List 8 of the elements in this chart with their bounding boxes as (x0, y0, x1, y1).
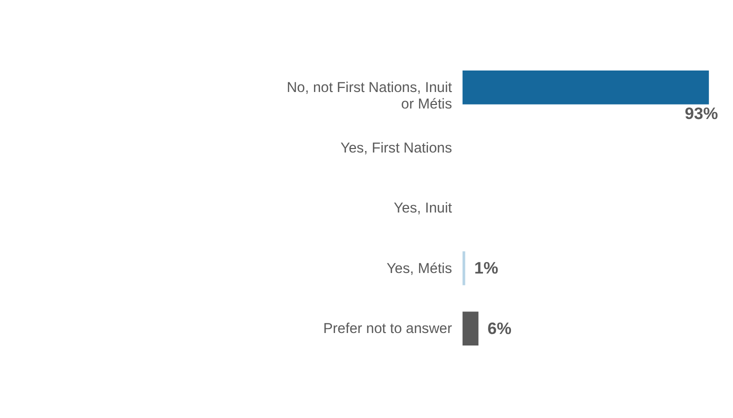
data-label: 6% (487, 318, 512, 338)
y-tick-label: No, not First Nations, Inuit or Métis (286, 80, 452, 113)
y-tick-label: Prefer not to answer (323, 321, 452, 338)
y-tick-label: Yes, Inuit (394, 200, 452, 217)
data-label: 1% (474, 258, 498, 278)
y-tick-label: Yes, Métis (386, 260, 452, 277)
data-label: 93% (684, 104, 718, 124)
y-tick-label: Yes, First Nations (340, 140, 452, 156)
